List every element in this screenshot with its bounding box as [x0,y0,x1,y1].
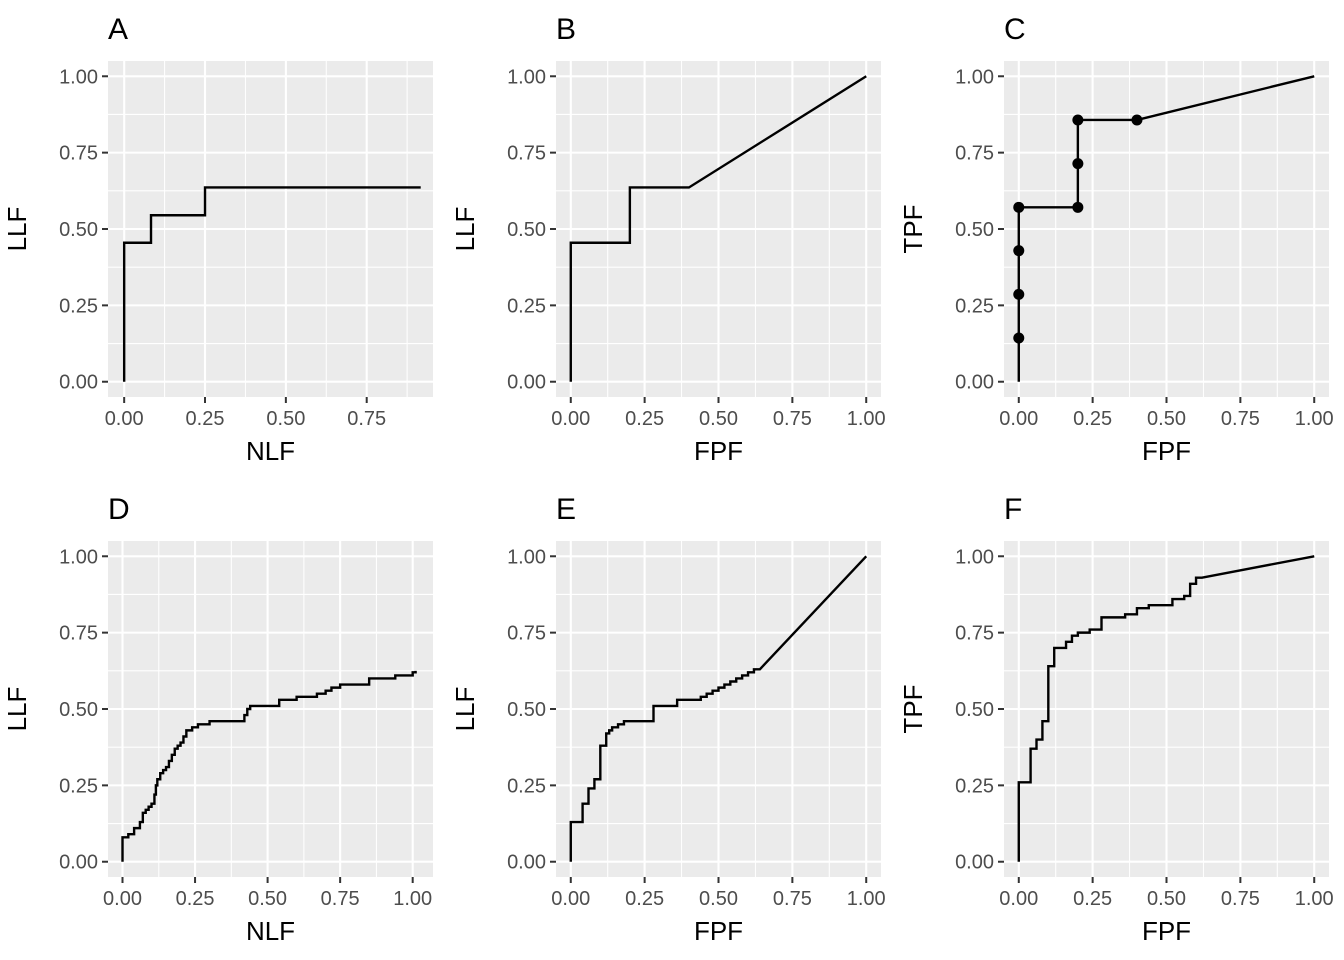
y-axis-title: LLF [2,687,32,732]
y-tick-label: 0.25 [507,295,546,317]
x-tick-label: 0.50 [1147,888,1186,910]
x-tick-label: 0.50 [699,888,738,910]
y-tick-label: 0.75 [59,623,98,645]
x-tick-label: 0.00 [999,888,1038,910]
x-tick-label: 0.25 [1073,408,1112,430]
y-tick-label: 0.75 [955,143,994,165]
y-tick-label: 0.75 [955,623,994,645]
panel-a: 0.00 0.25 0.50 0.75 0.00 0.25 0.50 0.75 1.00 A NLF… [2,13,433,466]
panel-d: 0.00 0.25 0.50 0.75 1.00 0.00 0.25 0.50 0.75 1.00… [2,493,433,946]
y-axis-title: TPF [898,204,928,253]
y-tick-label: 1.00 [955,66,994,88]
operating-point [1072,114,1084,126]
panel-title-c: C [1004,13,1026,46]
y-axis-title: LLF [2,207,32,252]
x-tick-label: 0.75 [1221,408,1260,430]
x-tick-label: 0.00 [999,408,1038,430]
x-tick-label: 1.00 [1295,888,1334,910]
panel-c: 0.00 0.25 0.50 0.75 1.00 0.00 0.25 0.50 0.75 1.00… [898,13,1334,466]
curve-e [569,555,868,862]
x-tick-label: 0.75 [773,408,812,430]
operating-point [1013,245,1025,257]
y-tick-label: 0.50 [955,699,994,721]
curve-b [569,75,867,382]
y-tick-label: 0.75 [507,623,546,645]
x-tick-label: 0.75 [321,888,360,910]
x-axis-title: FPF [1142,436,1191,466]
y-tick-label: 0.50 [507,699,546,721]
y-tick-label: 1.00 [507,546,546,568]
operating-point [1072,201,1084,213]
y-tick-label: 0.50 [59,219,98,241]
y-tick-label: 1.00 [507,66,546,88]
panel-title-d: D [108,493,130,526]
y-tick-label: 0.50 [507,219,546,241]
operating-point [1072,158,1084,170]
x-tick-label: 0.50 [699,408,738,430]
operating-point [1013,332,1025,344]
y-tick-label: 0.00 [955,372,994,394]
curve-c [1017,75,1315,382]
y-tick-label: 0.25 [955,775,994,797]
panel-title-e: E [556,493,576,526]
x-tick-label: 0.75 [773,888,812,910]
x-tick-label: 0.00 [105,408,144,430]
x-tick-label: 1.00 [393,888,432,910]
y-tick-label: 0.25 [507,775,546,797]
x-tick-label: 1.00 [847,408,886,430]
x-tick-label: 0.00 [103,888,142,910]
curve-f [1017,555,1315,862]
x-axis-title: NLF [246,436,295,466]
x-tick-label: 0.00 [551,408,590,430]
y-tick-label: 0.50 [955,219,994,241]
x-tick-label: 0.50 [248,888,287,910]
x-tick-label: 0.75 [1221,888,1260,910]
x-tick-label: 0.25 [625,408,664,430]
x-tick-label: 1.00 [1295,408,1334,430]
y-tick-label: 0.25 [59,775,98,797]
y-tick-label: 0.75 [507,143,546,165]
y-tick-label: 0.00 [955,852,994,874]
y-tick-label: 0.75 [59,143,98,165]
y-axis-title: LLF [450,207,480,252]
x-tick-label: 0.25 [186,408,225,430]
operating-point [1013,201,1025,213]
y-axis-title: LLF [450,687,480,732]
panel-title-f: F [1004,493,1022,526]
panel-b: 0.00 0.25 0.50 0.75 1.00 0.00 0.25 0.50 0.75 1.00… [450,13,886,466]
x-axis-title: FPF [1142,916,1191,946]
y-tick-label: 0.00 [507,852,546,874]
x-axis-title: FPF [694,916,743,946]
curve-a [122,186,421,382]
panel-e: 0.00 0.25 0.50 0.75 1.00 0.00 0.25 0.50 0.75 1.00… [450,493,886,946]
y-tick-label: 0.50 [59,699,98,721]
curve-d [121,670,417,862]
operating-point [1013,288,1025,300]
y-tick-label: 0.25 [59,295,98,317]
x-tick-label: 0.75 [347,408,386,430]
y-axis-title: TPF [898,684,928,733]
x-tick-label: 0.50 [1147,408,1186,430]
y-tick-label: 0.25 [955,295,994,317]
x-tick-label: 0.00 [551,888,590,910]
operating-point [1131,114,1143,126]
y-tick-label: 0.00 [59,372,98,394]
x-axis-title: FPF [694,436,743,466]
y-tick-label: 1.00 [59,546,98,568]
panel-title-b: B [556,13,576,46]
x-tick-label: 1.00 [847,888,886,910]
y-tick-label: 0.00 [59,852,98,874]
y-tick-label: 1.00 [955,546,994,568]
x-tick-label: 0.25 [176,888,215,910]
panel-f: 0.00 0.25 0.50 0.75 1.00 0.00 0.25 0.50 0.75 1.00… [898,493,1334,946]
panel-title-a: A [108,13,128,46]
x-tick-label: 0.25 [1073,888,1112,910]
x-tick-label: 0.50 [266,408,305,430]
y-tick-label: 1.00 [59,66,98,88]
x-axis-title: NLF [246,916,295,946]
x-tick-label: 0.25 [625,888,664,910]
y-tick-label: 0.00 [507,372,546,394]
